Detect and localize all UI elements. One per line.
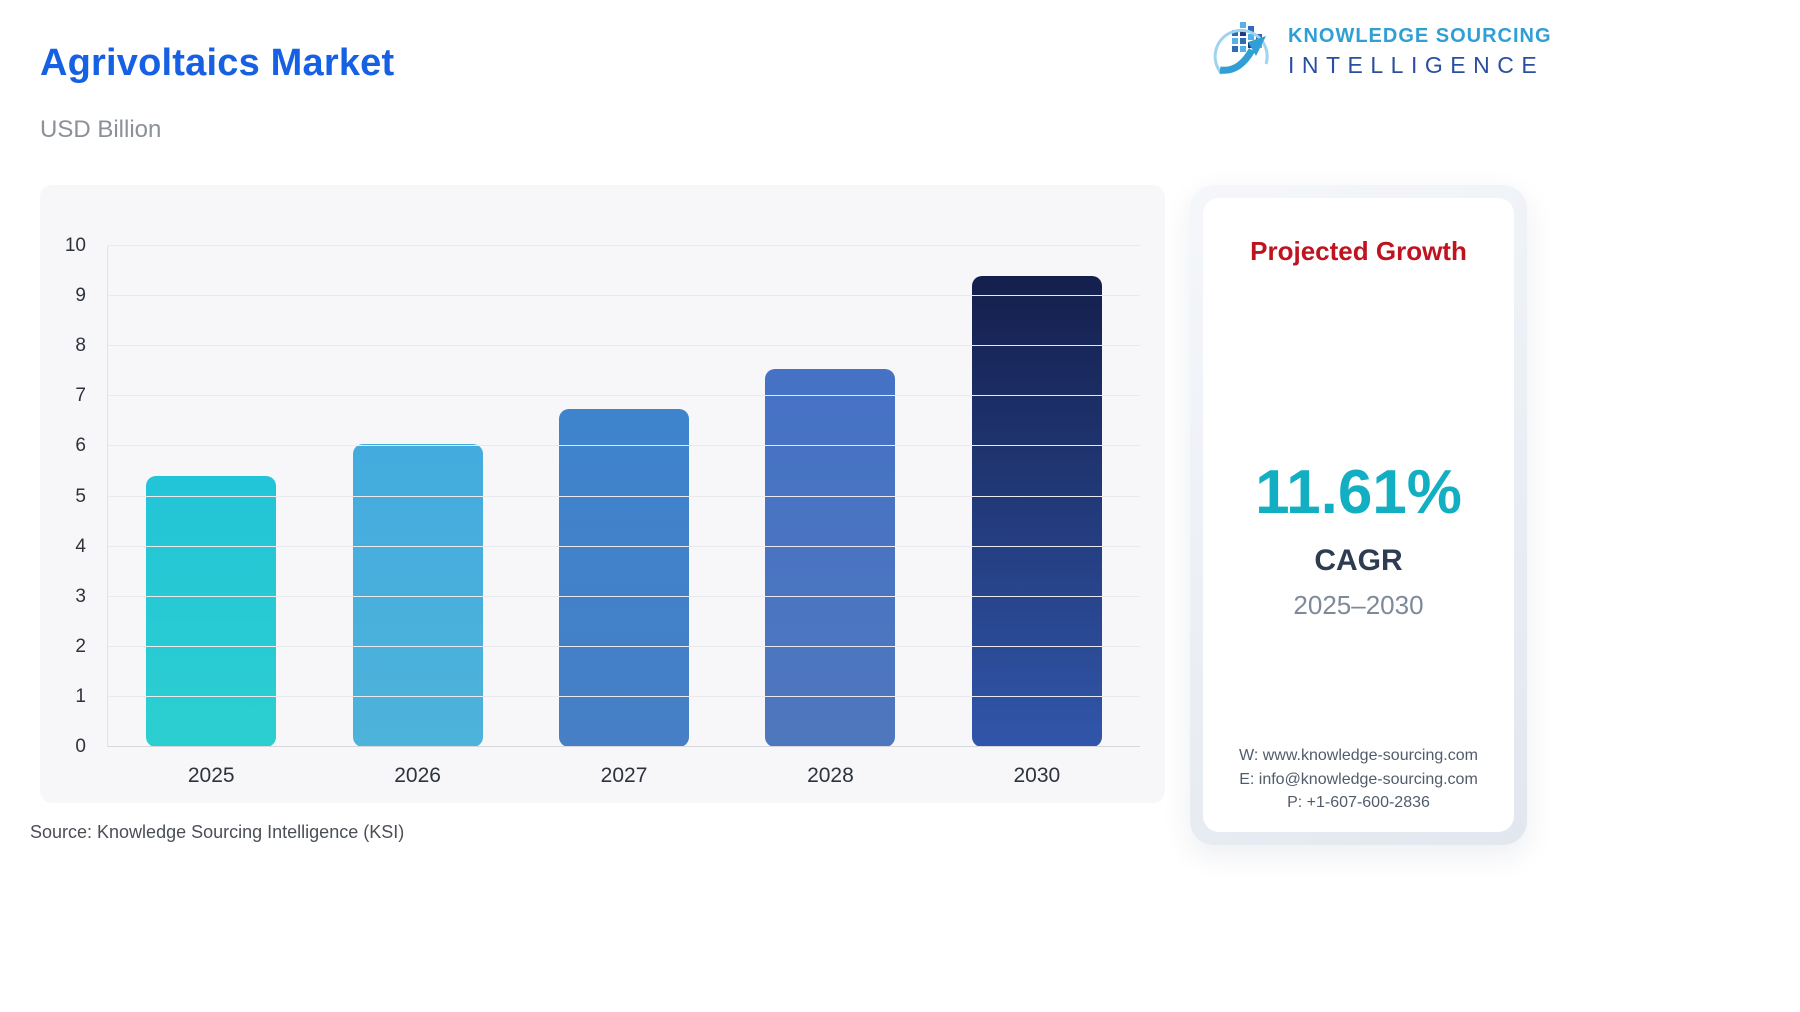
bar-2028 [765, 368, 896, 747]
gridline [108, 545, 1140, 547]
y-tick-label: 7 [75, 385, 86, 407]
gridline [108, 445, 1140, 447]
cagr-value: 11.61% [1255, 458, 1462, 527]
bar-chart: 0 1 2 3 4 5 6 7 8 9 10 2025 2026 2027 2028 2030 [40, 185, 1165, 803]
y-tick-label: 5 [75, 485, 86, 507]
y-tick-label: 8 [75, 335, 86, 357]
plot-area: 2025 2026 2027 2028 2030 [107, 245, 1140, 787]
gridline [108, 495, 1140, 497]
forecast-period: 2025–2030 [1293, 590, 1424, 620]
x-tick-label: 2028 [807, 764, 854, 787]
logo-text-line2: INTELLIGENCE [1288, 51, 1545, 78]
projected-growth-card: Projected Growth 11.61% CAGR 2025–2030 W… [1203, 198, 1514, 832]
bar-slot: 2027 [521, 246, 727, 787]
gridline [108, 595, 1140, 597]
y-axis: 0 1 2 3 4 5 6 7 8 9 10 [40, 235, 100, 757]
contact-email: E: info@knowledge-sourcing.com [1239, 770, 1478, 788]
contact-info: W: www.knowledge-sourcing.com E: info@kn… [1239, 744, 1478, 814]
projected-growth-heading: Projected Growth [1250, 236, 1467, 266]
gridline [108, 695, 1140, 697]
y-tick-label: 0 [75, 736, 86, 757]
y-tick-label: 6 [75, 435, 86, 457]
bars: 2025 2026 2027 2028 2030 [108, 246, 1140, 787]
contact-phone: P: +1-607-600-2836 [1287, 793, 1430, 811]
company-logo: KNOWLEDGE SOURCING INTELLIGENCE [1208, 16, 1552, 87]
y-tick-label: 1 [75, 685, 86, 707]
y-tick-label: 4 [75, 535, 86, 557]
x-tick-label: 2030 [1013, 764, 1061, 787]
logo-icon [1208, 16, 1274, 87]
x-axis-baseline [108, 746, 1140, 747]
bar-2030 [971, 276, 1102, 747]
source-attribution: Source: Knowledge Sourcing Intelligence … [30, 822, 405, 842]
bar-2025 [146, 476, 277, 747]
bar-slot: 2026 [314, 246, 520, 787]
bar-slot: 2030 [934, 246, 1140, 787]
bar-slot: 2028 [727, 246, 933, 787]
gridline [108, 245, 1140, 246]
gridline [108, 395, 1140, 397]
x-tick-label: 2025 [187, 764, 235, 787]
projected-growth-panel: Projected Growth 11.61% CAGR 2025–2030 W… [1190, 185, 1527, 845]
logo-text-line1: KNOWLEDGE SOURCING [1288, 24, 1552, 47]
page-title: Agrivoltaics Market [40, 42, 395, 84]
gridline [108, 345, 1140, 347]
y-tick-label: 10 [64, 235, 86, 256]
gridline [108, 295, 1140, 297]
x-tick-label: 2026 [394, 764, 441, 787]
bar-slot: 2025 [108, 246, 314, 787]
bar-2027 [559, 408, 690, 747]
cagr-label: CAGR [1314, 544, 1403, 577]
contact-website: W: www.knowledge-sourcing.com [1239, 747, 1478, 765]
chart-unit-label: USD Billion [40, 116, 162, 143]
y-tick-label: 2 [75, 635, 86, 657]
y-tick-label: 9 [75, 285, 86, 307]
x-tick-label: 2027 [600, 764, 648, 787]
gridline [108, 645, 1140, 647]
y-tick-label: 3 [75, 585, 86, 607]
